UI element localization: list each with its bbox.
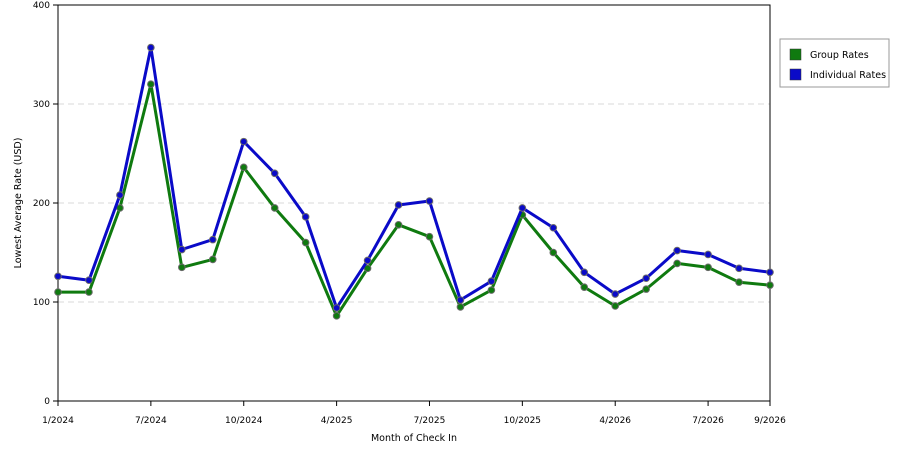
data-point[interactable]	[208, 255, 217, 264]
legend-swatch	[789, 48, 802, 61]
data-point[interactable]	[239, 137, 248, 146]
series-line-individual-rates	[57, 46, 771, 310]
data-point[interactable]	[178, 263, 186, 272]
legend-swatch	[789, 68, 802, 81]
axes: 0 100 200 300 400 1/2024 7/2024 10/2024 4/2025 7/…	[33, 1, 786, 426]
data-point[interactable]	[394, 201, 403, 209]
data-point[interactable]	[301, 238, 310, 247]
data-point[interactable]	[239, 163, 248, 172]
data-point[interactable]	[487, 286, 496, 294]
series-layer	[54, 43, 774, 320]
data-point[interactable]	[178, 245, 186, 254]
data-point[interactable]	[208, 235, 217, 244]
data-point[interactable]	[332, 312, 341, 320]
y-tick-label: 400	[33, 1, 50, 11]
legend-label: Individual Rates	[810, 70, 886, 81]
x-tick-label: 4/2025	[321, 416, 353, 426]
data-point[interactable]	[766, 281, 774, 289]
data-point[interactable]	[270, 169, 279, 178]
x-tick-label: 7/2024	[135, 416, 167, 426]
y-axis-title: Lowest Average Rate (USD)	[13, 138, 24, 269]
y-tick-label: 300	[33, 100, 50, 110]
data-point[interactable]	[549, 223, 558, 232]
series-line-group-rates	[58, 82, 771, 318]
data-point[interactable]	[766, 268, 774, 277]
data-point[interactable]	[332, 304, 341, 312]
data-point[interactable]	[85, 276, 93, 285]
data-point[interactable]	[580, 283, 589, 291]
data-point[interactable]	[673, 259, 681, 268]
data-point[interactable]	[549, 248, 558, 257]
data-point[interactable]	[611, 302, 620, 310]
data-point[interactable]	[270, 204, 279, 212]
y-tick-label: 0	[44, 397, 50, 407]
data-point[interactable]	[580, 268, 589, 277]
data-point[interactable]	[704, 263, 712, 272]
x-axis-title: Month of Check In	[371, 433, 457, 444]
legend-label: Group Rates	[810, 50, 869, 61]
data-point[interactable]	[363, 256, 372, 265]
x-tick-label: 4/2026	[599, 416, 631, 426]
data-point[interactable]	[147, 43, 155, 52]
data-point[interactable]	[487, 277, 496, 286]
y-tick-label: 200	[33, 199, 50, 209]
data-point[interactable]	[673, 246, 681, 255]
x-tick-label: 9/2026	[754, 416, 786, 426]
data-point[interactable]	[54, 288, 62, 296]
data-point[interactable]	[425, 197, 434, 205]
data-point[interactable]	[394, 220, 403, 229]
x-tick-label: 10/2024	[225, 416, 263, 426]
x-tick-label: 7/2026	[692, 416, 724, 426]
data-point[interactable]	[116, 191, 124, 199]
data-point[interactable]	[363, 264, 372, 273]
plot-frame	[57, 4, 771, 402]
data-point[interactable]	[147, 80, 155, 88]
data-point[interactable]	[518, 204, 527, 212]
data-point[interactable]	[425, 232, 434, 241]
x-tick-label: 10/2025	[504, 416, 541, 426]
data-point[interactable]	[85, 288, 93, 296]
legend-box	[779, 38, 890, 88]
legend: Group Rates Individual Rates	[779, 38, 890, 88]
data-point[interactable]	[735, 278, 743, 287]
data-point[interactable]	[54, 272, 62, 281]
data-point[interactable]	[456, 303, 465, 311]
data-point[interactable]	[735, 264, 743, 273]
data-point[interactable]	[456, 296, 465, 304]
data-point[interactable]	[301, 213, 310, 221]
data-point[interactable]	[704, 250, 712, 259]
x-tick-label: 1/2024	[42, 416, 74, 426]
x-tick-label: 7/2025	[414, 416, 446, 426]
data-point[interactable]	[642, 274, 650, 283]
data-point[interactable]	[611, 290, 620, 298]
data-point[interactable]	[642, 285, 650, 293]
y-tick-label: 100	[33, 298, 50, 308]
